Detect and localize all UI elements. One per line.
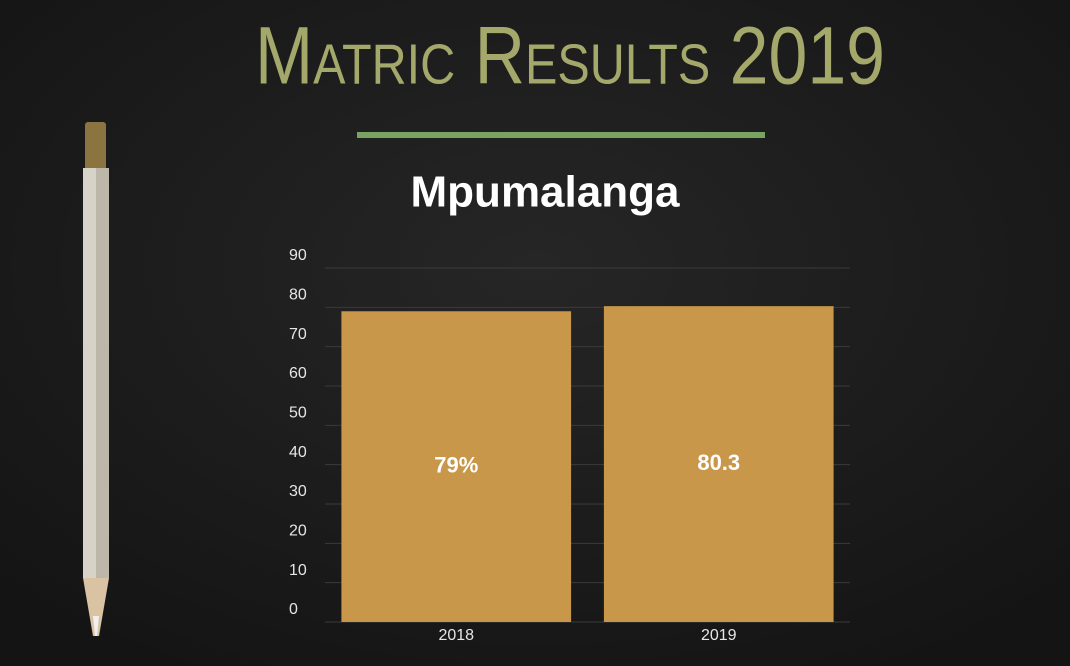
- plot: 0 10 20 30 40 50 60 70 80 90 2018 79% 2019 80.3: [289, 247, 850, 644]
- y-tick-label: 70: [289, 326, 307, 343]
- bar: [603, 306, 834, 622]
- y-tick-label: 80: [289, 287, 307, 304]
- x-tick-label: 2019: [701, 627, 737, 644]
- bar: [341, 311, 572, 622]
- y-tick-label: 30: [289, 483, 307, 500]
- title-underline: [357, 132, 765, 138]
- y-tick-label: 60: [289, 365, 307, 382]
- pencil: [83, 122, 109, 636]
- title: Matric Results 2019: [255, 11, 885, 102]
- y-tick-label: 0: [289, 601, 298, 618]
- y-tick-label: 20: [289, 523, 307, 540]
- y-tick-label: 50: [289, 405, 307, 422]
- y-tick-label: 90: [289, 247, 307, 264]
- y-tick-label: 40: [289, 444, 307, 461]
- x-tick-label: 2018: [438, 627, 474, 644]
- value-label: 80.3: [697, 450, 740, 475]
- value-label: 79%: [434, 452, 478, 477]
- y-tick-label: 10: [289, 562, 307, 579]
- subtitle: Mpumalanga: [411, 168, 680, 217]
